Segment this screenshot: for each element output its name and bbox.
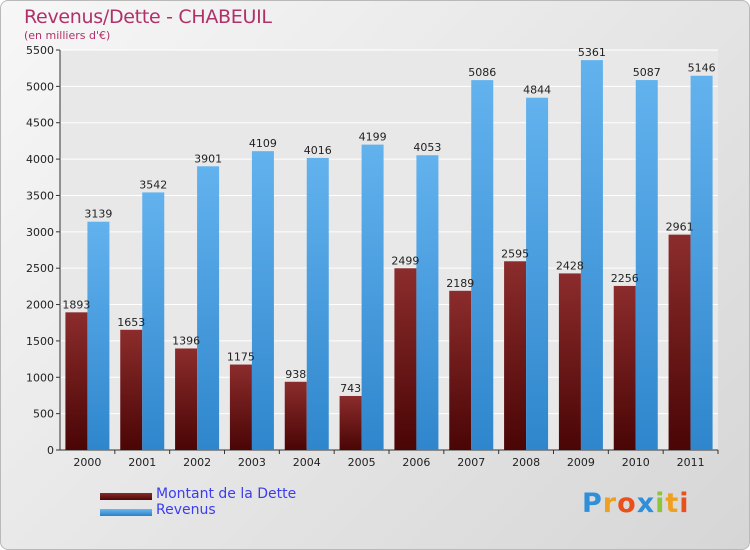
chart-subtitle: (en milliers d'€) bbox=[24, 29, 111, 42]
data-label-revenue: 4109 bbox=[249, 137, 277, 150]
data-label-revenue: 4199 bbox=[359, 131, 387, 144]
legend-label-revenue: Revenus bbox=[156, 502, 216, 518]
data-label-revenue: 5087 bbox=[633, 66, 661, 79]
chart-title: Revenus/Dette - CHABEUIL bbox=[24, 6, 272, 28]
data-label-debt: 1396 bbox=[172, 334, 200, 347]
grid-lines bbox=[60, 49, 718, 451]
axes: 0 500 1000 1500 2000 2500 3000 3500 4000 4500 5000… bbox=[26, 44, 719, 469]
logo-letter: o bbox=[617, 488, 637, 519]
x-tick-label: 2001 bbox=[128, 456, 156, 469]
logo-letter: r bbox=[602, 488, 618, 519]
logo-letter: i bbox=[655, 488, 666, 519]
bar-debt bbox=[668, 234, 691, 450]
logo-letter: x bbox=[636, 488, 656, 519]
data-label-revenue: 5146 bbox=[688, 62, 716, 75]
proxiti-logo: Proxiti bbox=[582, 488, 690, 519]
legend-swatch-debt bbox=[100, 493, 152, 500]
bar-debt bbox=[65, 312, 88, 450]
x-tick-label: 2003 bbox=[238, 456, 266, 469]
data-label-revenue: 4053 bbox=[413, 141, 441, 154]
data-label-debt: 2256 bbox=[611, 272, 639, 285]
y-tick-label: 5000 bbox=[26, 80, 54, 93]
bar-debt bbox=[229, 364, 252, 450]
data-label-debt: 2961 bbox=[666, 221, 694, 234]
bar-revenue bbox=[635, 80, 658, 450]
bar-revenue bbox=[361, 144, 384, 451]
data-label-debt: 2189 bbox=[446, 277, 474, 290]
data-label-debt: 743 bbox=[340, 382, 361, 395]
data-labels: 1893 3139 1653 3542 1396 3901 1175 4109 938 4016 7… bbox=[62, 46, 715, 395]
bar-revenue bbox=[87, 221, 110, 450]
y-tick-label: 500 bbox=[33, 408, 54, 421]
bar-revenue bbox=[142, 192, 165, 450]
y-tick-label: 2500 bbox=[26, 262, 54, 275]
data-label-debt: 2428 bbox=[556, 259, 584, 272]
bar-debt bbox=[394, 268, 417, 450]
data-label-revenue: 5086 bbox=[468, 66, 496, 79]
bar-debt bbox=[504, 261, 527, 450]
x-tick-label: 2008 bbox=[512, 456, 540, 469]
data-label-debt: 2595 bbox=[501, 247, 529, 260]
bar-revenue bbox=[580, 60, 603, 450]
x-tick-label: 2006 bbox=[402, 456, 430, 469]
x-tick-label: 2005 bbox=[348, 456, 376, 469]
x-tick-label: 2011 bbox=[677, 456, 705, 469]
data-label-revenue: 3901 bbox=[194, 152, 222, 165]
bar-revenue bbox=[690, 75, 713, 450]
bar-debt bbox=[339, 395, 362, 450]
bar-debt bbox=[558, 273, 581, 450]
logo-letter: t bbox=[665, 488, 680, 519]
data-label-revenue: 4016 bbox=[304, 144, 332, 157]
y-tick-label: 3000 bbox=[26, 226, 54, 239]
legend-label-debt: Montant de la Dette bbox=[156, 486, 297, 502]
data-label-debt: 1893 bbox=[62, 298, 90, 311]
data-label-revenue: 3542 bbox=[139, 178, 167, 191]
data-label-revenue: 3139 bbox=[84, 208, 112, 221]
x-tick-label: 2010 bbox=[622, 456, 650, 469]
y-tick-label: 3500 bbox=[26, 189, 54, 202]
x-tick-label: 2007 bbox=[457, 456, 485, 469]
plot-area bbox=[60, 50, 718, 450]
x-tick-label: 2002 bbox=[183, 456, 211, 469]
bar-debt bbox=[120, 329, 143, 450]
y-tick-label: 4500 bbox=[26, 117, 54, 130]
y-tick-label: 4000 bbox=[26, 153, 54, 166]
bar-revenue bbox=[471, 80, 494, 450]
x-tick-label: 2000 bbox=[73, 456, 101, 469]
x-tick-label: 2009 bbox=[567, 456, 595, 469]
data-label-debt: 938 bbox=[285, 368, 306, 381]
bar-revenue bbox=[416, 155, 439, 450]
logo-letter: i bbox=[679, 488, 690, 519]
data-label-debt: 1653 bbox=[117, 316, 145, 329]
logo-letter: P bbox=[582, 488, 603, 519]
y-tick-label: 1000 bbox=[26, 371, 54, 384]
data-label-debt: 1175 bbox=[227, 351, 255, 364]
bar-debt bbox=[613, 285, 636, 450]
bar-debt bbox=[449, 290, 472, 450]
y-tick-label: 2000 bbox=[26, 299, 54, 312]
data-label-debt: 2499 bbox=[391, 254, 419, 267]
bars bbox=[65, 60, 713, 451]
y-tick-label: 5500 bbox=[26, 44, 54, 57]
bar-debt bbox=[284, 381, 307, 450]
data-label-revenue: 5361 bbox=[578, 46, 606, 59]
bar-revenue bbox=[197, 166, 220, 451]
bar-revenue bbox=[251, 151, 274, 450]
data-label-revenue: 4844 bbox=[523, 84, 551, 97]
bar-revenue bbox=[526, 97, 549, 450]
y-tick-label: 1500 bbox=[26, 335, 54, 348]
x-tick-label: 2004 bbox=[293, 456, 321, 469]
y-tick-label: 0 bbox=[47, 444, 54, 457]
bar-debt bbox=[175, 348, 198, 450]
legend-swatch-revenue bbox=[100, 509, 152, 516]
bar-revenue bbox=[306, 157, 329, 450]
